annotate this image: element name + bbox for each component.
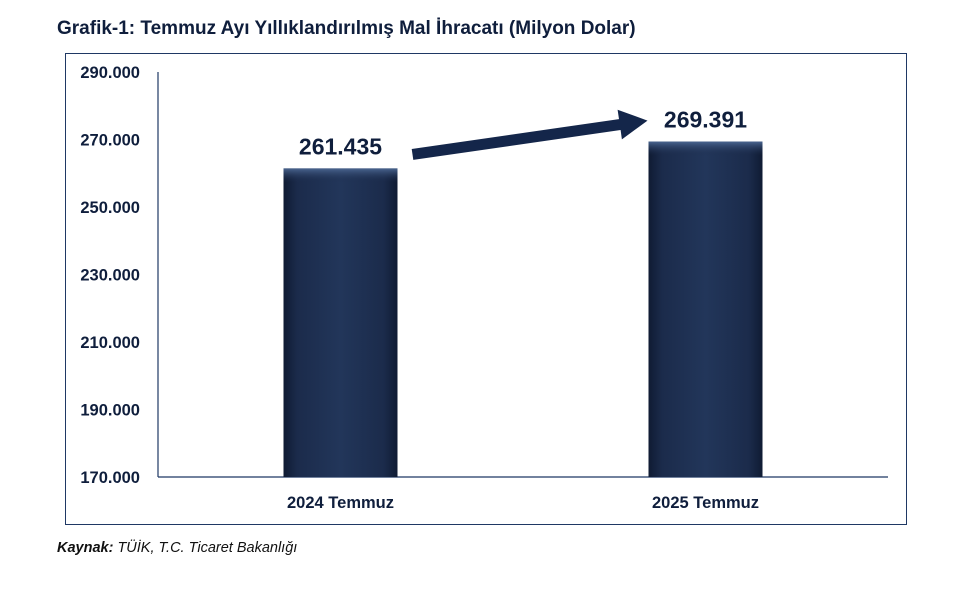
trend-arrow xyxy=(411,109,648,160)
y-tick-label: 270.000 xyxy=(80,132,140,150)
data-label: 269.391 xyxy=(664,107,747,133)
y-tick-label: 230.000 xyxy=(80,267,140,285)
bar-top-highlight xyxy=(283,168,398,183)
x-tick-label: 2025 Temmuz xyxy=(652,494,759,512)
source-text: TÜİK, T.C. Ticaret Bakanlığı xyxy=(113,540,298,556)
data-label: 261.435 xyxy=(299,133,382,159)
bar xyxy=(283,168,398,478)
source-label: Kaynak: xyxy=(57,540,114,556)
y-tick-label: 210.000 xyxy=(80,334,140,352)
bar xyxy=(648,141,763,478)
y-tick-label: 170.000 xyxy=(80,469,140,487)
chart-title: Grafik-1: Temmuz Ayı Yıllıklandırılmış M… xyxy=(57,18,636,39)
y-tick-label: 190.000 xyxy=(80,402,140,420)
bar-top-highlight xyxy=(648,141,763,156)
y-tick-label: 250.000 xyxy=(80,199,140,217)
y-tick-label: 290.000 xyxy=(80,64,140,82)
source-note: Kaynak: TÜİK, T.C. Ticaret Bakanlığı xyxy=(57,540,297,556)
x-tick-label: 2024 Temmuz xyxy=(287,494,394,512)
chart-frame xyxy=(65,53,907,525)
